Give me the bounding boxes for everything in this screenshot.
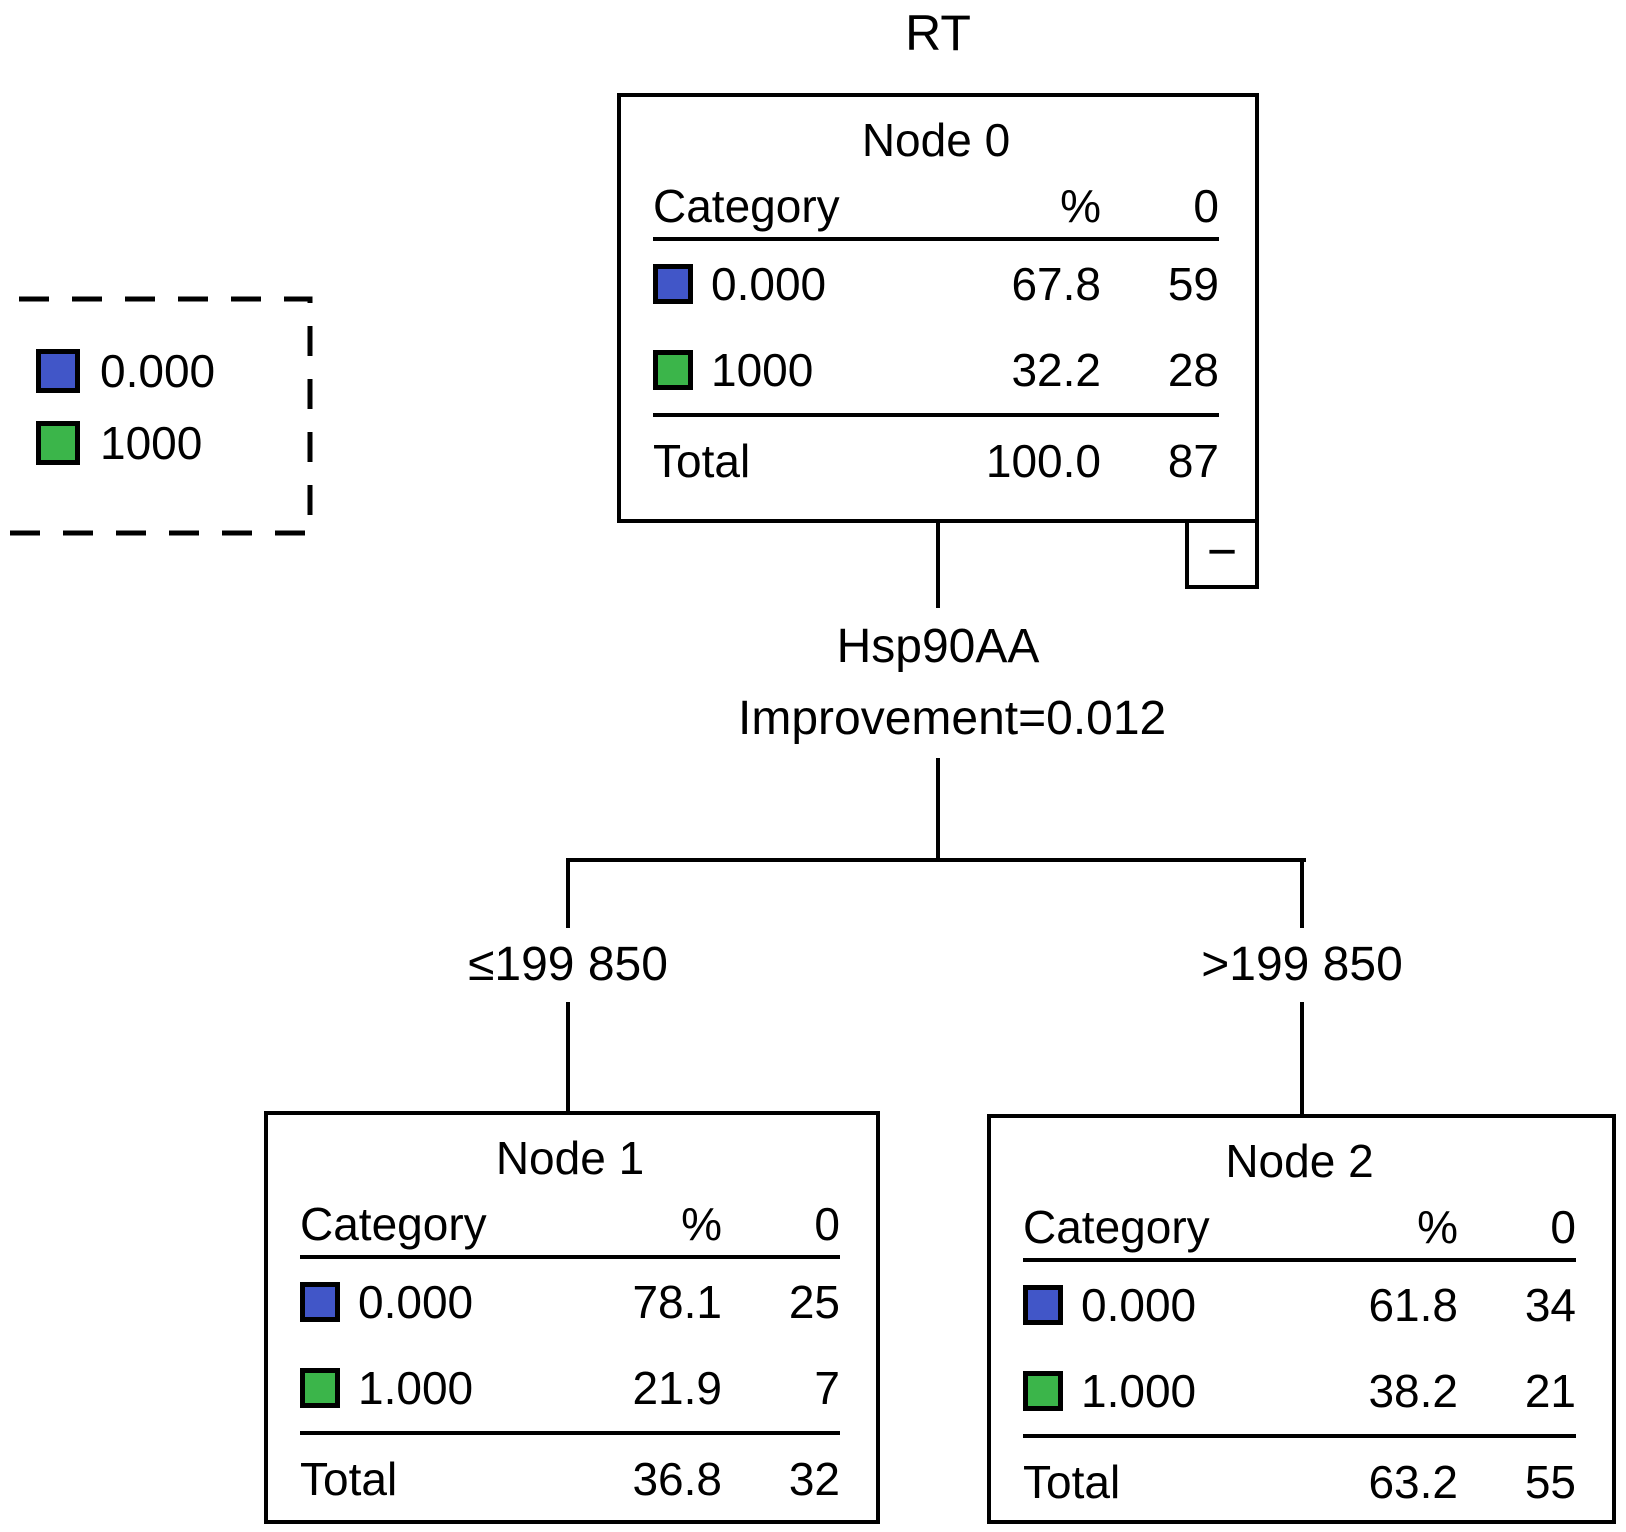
header-percent: % — [681, 1198, 722, 1250]
branch-condition-right: >199 850 — [1191, 928, 1413, 1002]
category-label: 0.000 — [1081, 1279, 1197, 1331]
n-value: 25 — [788, 1276, 840, 1328]
header-category: Category — [653, 180, 840, 232]
category-label: 1000 — [711, 344, 814, 396]
n-value: 55 — [1524, 1456, 1576, 1508]
node-title: Node 0 — [861, 114, 1011, 166]
node-2-box: Node 2 Category % 0 0.000 61.8 34 1.000 — [987, 1114, 1616, 1524]
total-label: Total — [653, 435, 751, 487]
total-label: Total — [300, 1453, 398, 1505]
legend-item-label: 1000 — [100, 417, 203, 469]
node-0-box: Node 0 Category % 0 0.000 67.8 59 1000 — [617, 93, 1259, 523]
table-row: 0.000 67.8 59 — [653, 241, 1219, 327]
table-total-row: Total 100.0 87 — [653, 417, 1219, 505]
connector-branch-bar — [566, 858, 1306, 862]
legend-swatch-blue-icon — [36, 349, 80, 393]
n-value: 32 — [788, 1453, 840, 1505]
percent-value: 67.8 — [1011, 258, 1101, 310]
table-row: 1.000 38.2 21 — [1023, 1348, 1576, 1434]
table-total-row: Total 63.2 55 — [1023, 1438, 1576, 1526]
n-value: 34 — [1524, 1279, 1576, 1331]
split-variable-label: Hsp90AA — [836, 620, 1040, 673]
node-1-box: Node 1 Category % 0 0.000 78.1 25 1.000 — [264, 1111, 880, 1524]
table-row: 1000 32.2 28 — [653, 327, 1219, 413]
n-value: 7 — [814, 1362, 840, 1414]
table-rule — [653, 237, 1219, 241]
node-1-table: Node 1 Category % 0 0.000 78.1 25 1.000 — [268, 1115, 876, 1520]
legend-swatch-green-icon — [36, 421, 80, 465]
table-rule — [1023, 1258, 1576, 1262]
table-rule — [300, 1431, 840, 1435]
split-label-group: Hsp90AA Improvement=0.012 — [738, 608, 1167, 758]
branch-condition-left: ≤199 850 — [458, 928, 678, 1002]
tree-title: RT — [905, 5, 971, 61]
header-category: Category — [300, 1198, 487, 1250]
node-2-table: Node 2 Category % 0 0.000 61.8 34 1.000 — [991, 1118, 1612, 1520]
header-n: 0 — [814, 1198, 840, 1250]
header-category: Category — [1023, 1201, 1210, 1253]
table-header-row: Category % 0 — [300, 1193, 840, 1255]
table-rule — [1023, 1434, 1576, 1438]
table-rule — [653, 413, 1219, 417]
table-header-row: Category % 0 — [1023, 1196, 1576, 1258]
n-value: 28 — [1167, 344, 1219, 396]
percent-value: 36.8 — [632, 1453, 722, 1505]
category-label: 1.000 — [358, 1362, 474, 1414]
n-value: 87 — [1167, 435, 1219, 487]
legend-item: 1000 — [36, 416, 215, 470]
percent-value: 63.2 — [1368, 1456, 1458, 1508]
legend-item: 0.000 — [36, 344, 215, 398]
percent-value: 21.9 — [632, 1362, 722, 1414]
header-n: 0 — [1193, 180, 1219, 232]
percent-value: 78.1 — [632, 1276, 722, 1328]
category-swatch-blue-icon — [653, 264, 693, 304]
n-value: 21 — [1524, 1365, 1576, 1417]
header-percent: % — [1060, 180, 1101, 232]
table-rule — [300, 1255, 840, 1259]
percent-value: 100.0 — [985, 435, 1101, 487]
node-title: Node 2 — [1225, 1135, 1374, 1187]
category-swatch-green-icon — [653, 350, 693, 390]
node-0-table: Node 0 Category % 0 0.000 67.8 59 1000 — [621, 97, 1255, 519]
legend-item-label: 0.000 — [100, 345, 216, 397]
category-label: 1.000 — [1081, 1365, 1197, 1417]
total-label: Total — [1023, 1456, 1121, 1508]
table-header-row: Category % 0 — [653, 175, 1219, 237]
legend-items: 0.000 1000 — [36, 344, 215, 470]
category-swatch-blue-icon — [300, 1282, 340, 1322]
category-swatch-green-icon — [1023, 1371, 1063, 1411]
split-improvement-label: Improvement=0.012 — [738, 692, 1167, 745]
n-value: 59 — [1167, 258, 1219, 310]
header-percent: % — [1417, 1201, 1458, 1253]
collapse-node-button[interactable]: − — [1185, 519, 1259, 589]
category-swatch-green-icon — [300, 1368, 340, 1408]
percent-value: 61.8 — [1368, 1279, 1458, 1331]
category-swatch-blue-icon — [1023, 1285, 1063, 1325]
legend-box: 0.000 1000 — [0, 296, 314, 536]
category-label: 0.000 — [358, 1276, 474, 1328]
percent-value: 32.2 — [1011, 344, 1101, 396]
table-total-row: Total 36.8 32 — [300, 1435, 840, 1523]
percent-value: 38.2 — [1368, 1365, 1458, 1417]
legend-dashed-border — [0, 296, 313, 536]
node-title: Node 1 — [495, 1132, 645, 1184]
table-row: 0.000 78.1 25 — [300, 1259, 840, 1345]
header-n: 0 — [1550, 1201, 1576, 1253]
table-row: 1.000 21.9 7 — [300, 1345, 840, 1431]
table-row: 0.000 61.8 34 — [1023, 1262, 1576, 1348]
category-label: 0.000 — [711, 258, 827, 310]
